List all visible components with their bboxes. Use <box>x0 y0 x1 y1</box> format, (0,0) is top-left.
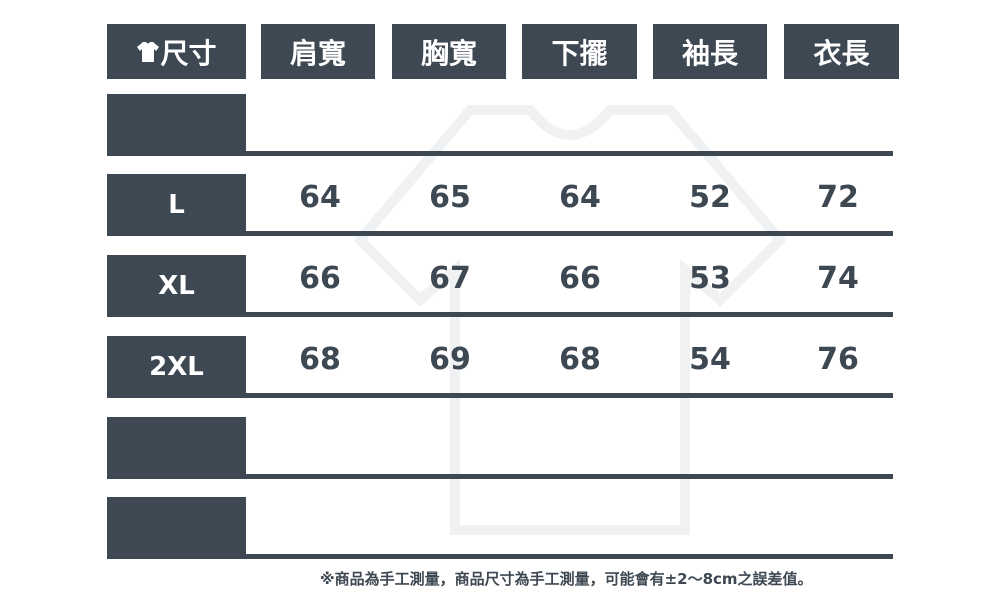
cell-value: 66 <box>559 261 601 296</box>
cell-value: 68 <box>299 342 341 377</box>
row-divider <box>246 231 893 236</box>
cell-value: 54 <box>689 342 731 377</box>
cell-value: 53 <box>689 261 731 296</box>
size-label: L <box>107 174 246 236</box>
table-row: XL 66 67 66 53 74 <box>107 255 893 317</box>
cell-value: 76 <box>817 342 859 377</box>
row-divider <box>246 474 893 479</box>
cell-value: 67 <box>429 261 471 296</box>
tshirt-watermark-icon <box>355 105 785 535</box>
cell-value: 74 <box>817 261 859 296</box>
size-label: 2XL <box>107 336 246 398</box>
row-divider <box>246 393 893 398</box>
table-row <box>107 94 893 156</box>
row-divider <box>246 312 893 317</box>
header-col: 袖長 <box>653 24 767 79</box>
tshirt-icon <box>137 41 160 62</box>
cell-value: 65 <box>429 180 471 215</box>
cell-value: 66 <box>299 261 341 296</box>
cell-value: 64 <box>559 180 601 215</box>
header-col: 肩寬 <box>261 24 375 79</box>
header-col: 衣長 <box>784 24 899 79</box>
table-row: 2XL 68 69 68 54 76 <box>107 336 893 398</box>
row-divider <box>246 554 893 559</box>
header-col: 胸寬 <box>392 24 506 79</box>
size-label <box>107 417 246 479</box>
cell-value: 72 <box>817 180 859 215</box>
cell-value: 52 <box>689 180 731 215</box>
table-row <box>107 417 893 479</box>
size-label <box>107 94 246 156</box>
header-size: 尺寸 <box>107 24 246 79</box>
header-col: 下擺 <box>522 24 637 79</box>
size-label: XL <box>107 255 246 317</box>
cell-value: 68 <box>559 342 601 377</box>
size-label <box>107 497 246 559</box>
table-row <box>107 497 893 559</box>
measurement-note: ※商品為手工測量，商品尺寸為手工測量，可能會有±2～8cm之誤差值。 <box>320 570 813 588</box>
header-size-label: 尺寸 <box>160 36 217 70</box>
row-divider <box>246 151 893 156</box>
table-row: L 64 65 64 52 72 <box>107 174 893 236</box>
cell-value: 69 <box>429 342 471 377</box>
cell-value: 64 <box>299 180 341 215</box>
